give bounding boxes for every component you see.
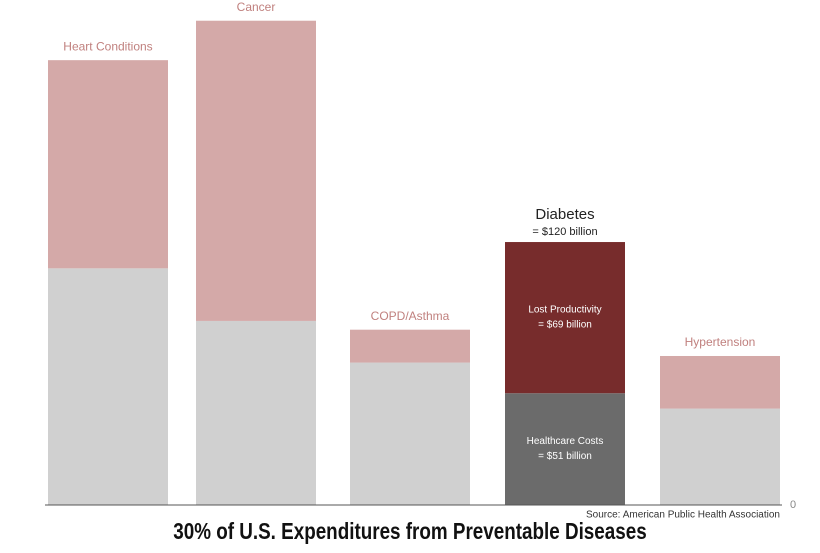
category-label: Heart Conditions [63,39,152,53]
chart-title: 30% of U.S. Expenditures from Preventabl… [173,519,646,544]
category-label: Hypertension [685,335,756,349]
bar-segment [48,268,168,505]
bar-segment [660,408,780,505]
bar-segment [660,355,780,409]
bar-segment [505,393,625,505]
bar-segment [350,329,470,363]
segment-value-label: = $51 billion [538,451,592,462]
bar-segment [48,60,168,269]
total-label: = $120 billion [532,226,597,238]
segment-name: Healthcare Costs [527,436,604,447]
y-tick-label: 0 [790,499,796,511]
category-label: Diabetes [535,206,594,223]
bar-segment [196,20,316,321]
segment-name: Lost Productivity [528,304,601,315]
bar-segment [505,242,625,394]
bar-segment [350,362,470,505]
bar-segment [196,320,316,505]
source: Source: American Public Health Associati… [586,510,780,521]
category-label: COPD/Asthma [371,309,450,323]
segment-value-label: = $69 billion [538,319,592,330]
category-label: Cancer [237,0,276,14]
